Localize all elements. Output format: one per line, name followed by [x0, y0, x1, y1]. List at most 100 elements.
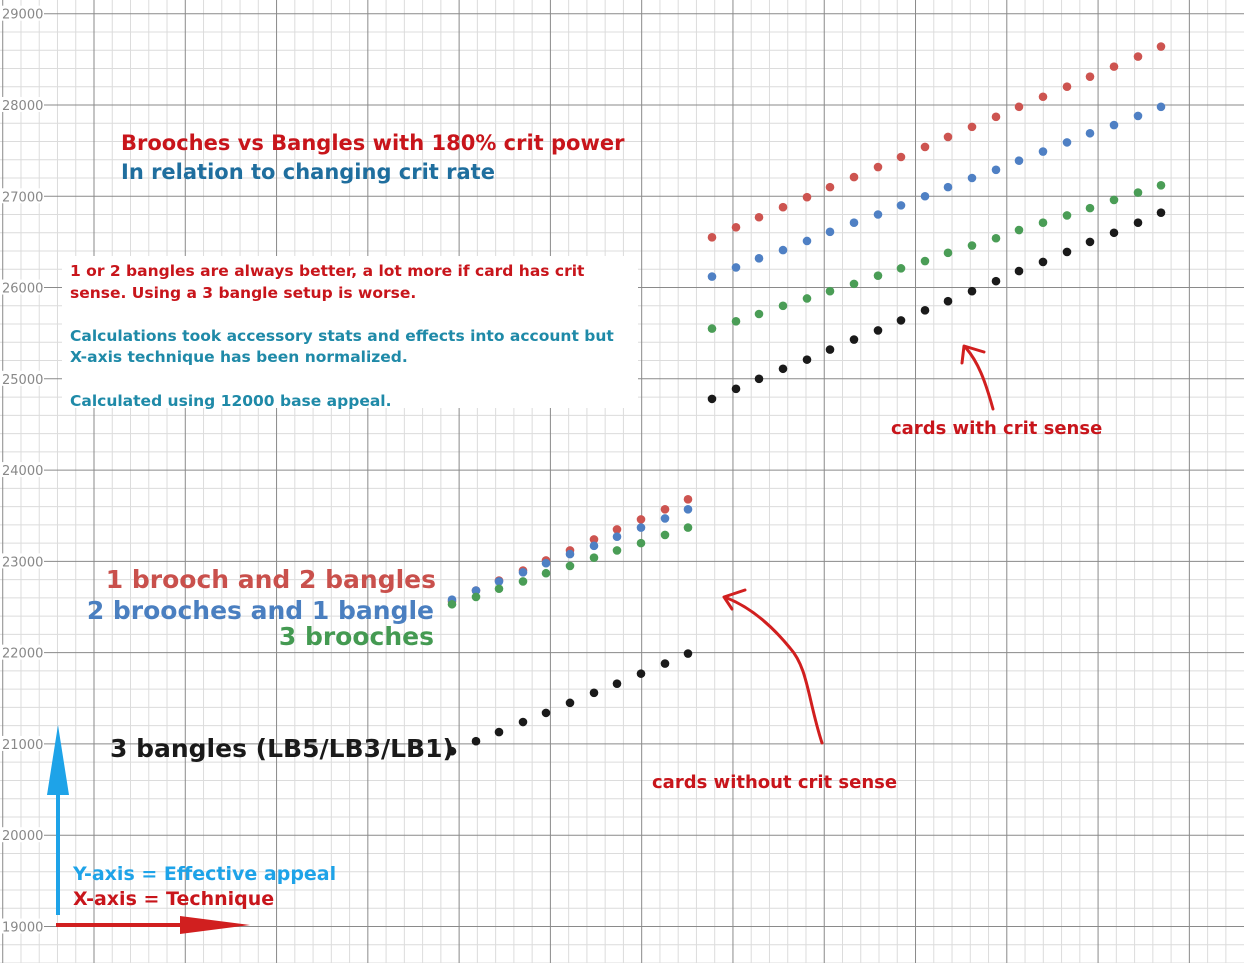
data-point-series-1 — [707, 233, 717, 242]
data-point-series-1 — [1085, 72, 1095, 81]
data-point-series-3 — [731, 317, 741, 326]
data-point-series-1 — [1038, 92, 1048, 102]
y-axis-label: Y-axis = Effective appeal — [73, 863, 337, 885]
data-point-series-2 — [991, 165, 1001, 175]
data-point-series-4 — [565, 698, 575, 708]
data-point-series-4 — [1085, 237, 1095, 247]
data-point-series-3 — [778, 301, 788, 311]
crit-sense-label: cards with crit sense — [891, 418, 1103, 439]
data-point-series-3 — [754, 309, 764, 319]
data-point-series-4 — [1038, 257, 1048, 267]
data-point-series-4 — [683, 649, 693, 658]
y-tick-bg — [0, 462, 44, 478]
data-point-series-2 — [873, 210, 883, 219]
data-point-series-2 — [1062, 138, 1072, 147]
data-point-series-4 — [896, 316, 906, 325]
data-points — [447, 42, 1166, 756]
y-tick-label: 20000 — [2, 829, 43, 844]
x-axis-arrow-head — [180, 916, 250, 934]
data-point-series-4 — [494, 727, 504, 737]
data-point-series-1 — [825, 182, 835, 192]
data-point-series-4 — [802, 355, 812, 364]
annotation-arrows — [47, 344, 995, 934]
data-point-series-2 — [518, 568, 528, 577]
data-point-series-1 — [778, 202, 788, 212]
data-point-series-2 — [683, 505, 693, 514]
data-point-series-1 — [1133, 52, 1143, 61]
data-point-series-1 — [731, 222, 741, 232]
data-point-series-4 — [920, 306, 930, 315]
data-point-series-3 — [896, 264, 906, 273]
notes-panel — [62, 256, 638, 408]
y-tick-label: 27000 — [2, 190, 43, 205]
data-point-series-4 — [1133, 218, 1143, 228]
y-tick-bg — [0, 370, 44, 386]
data-point-series-4 — [471, 736, 481, 746]
data-point-series-4 — [1014, 266, 1024, 276]
data-point-series-1 — [849, 172, 859, 182]
y-tick-bg — [0, 553, 44, 569]
data-point-series-2 — [896, 201, 906, 210]
x-axis-label: X-axis = Technique — [73, 888, 275, 910]
data-point-series-3 — [1062, 211, 1072, 220]
y-tick-bg — [0, 735, 44, 751]
data-point-series-4 — [660, 659, 670, 668]
chart-subtitle: In relation to changing crit rate — [121, 160, 495, 184]
y-tick-bg — [0, 644, 44, 660]
data-point-series-1 — [1014, 102, 1024, 112]
data-point-series-2 — [1109, 120, 1119, 130]
legend-2-brooches-1-bangle: 2 brooches and 1 bangle — [86, 596, 434, 625]
data-point-series-3 — [1014, 225, 1024, 235]
y-tick-label: 23000 — [2, 555, 43, 570]
data-point-series-4 — [447, 746, 457, 756]
data-point-series-4 — [518, 717, 528, 727]
data-point-series-3 — [1133, 188, 1143, 197]
data-point-series-3 — [825, 286, 835, 296]
y-tick-label: 19000 — [2, 920, 43, 935]
data-point-series-3 — [920, 256, 930, 266]
data-point-series-4 — [849, 335, 859, 344]
data-point-series-3 — [967, 241, 977, 250]
data-point-series-3 — [1038, 218, 1048, 228]
data-point-series-2 — [754, 254, 764, 263]
data-point-series-2 — [471, 586, 481, 595]
data-point-series-3 — [991, 233, 1001, 243]
legend-3-bangles: 3 bangles (LB5/LB3/LB1) — [110, 734, 454, 763]
y-tick-label: 22000 — [2, 647, 43, 662]
data-point-series-3 — [565, 561, 575, 571]
y-tick-bg — [0, 96, 44, 112]
y-axis-arrow-head — [47, 725, 69, 795]
data-point-series-3 — [471, 592, 481, 602]
data-point-series-4 — [754, 374, 764, 384]
data-point-series-3 — [518, 577, 528, 586]
data-point-series-1 — [1109, 62, 1119, 71]
data-point-series-3 — [802, 294, 812, 303]
data-point-series-3 — [612, 546, 622, 555]
y-tick-label: 25000 — [2, 373, 43, 388]
data-point-series-4 — [731, 384, 741, 394]
data-point-series-4 — [967, 286, 977, 296]
chart-title: Brooches vs Bangles with 180% crit power — [121, 131, 625, 155]
data-point-series-1 — [1062, 82, 1072, 92]
data-point-series-1 — [873, 162, 883, 172]
data-point-series-2 — [1156, 102, 1166, 112]
data-point-series-2 — [612, 532, 622, 542]
y-tick-label: 21000 — [2, 738, 43, 753]
y-tick-bg — [0, 827, 44, 843]
data-point-series-2 — [494, 577, 504, 586]
data-point-series-2 — [1014, 156, 1024, 165]
data-point-series-2 — [589, 541, 599, 551]
data-point-series-3 — [660, 530, 670, 540]
y-tick-bg — [0, 918, 44, 934]
data-point-series-2 — [802, 236, 812, 246]
y-tick-label: 26000 — [2, 282, 43, 297]
data-point-series-4 — [991, 276, 1001, 286]
note-line-4: X-axis technique has been normalized. — [70, 348, 408, 366]
no-crit-sense-label: cards without crit sense — [652, 772, 898, 793]
y-tick-label: 28000 — [2, 99, 43, 114]
data-point-series-4 — [1156, 208, 1166, 217]
data-point-series-2 — [920, 191, 930, 201]
data-point-series-3 — [1085, 203, 1095, 213]
data-point-series-1 — [1156, 42, 1166, 51]
